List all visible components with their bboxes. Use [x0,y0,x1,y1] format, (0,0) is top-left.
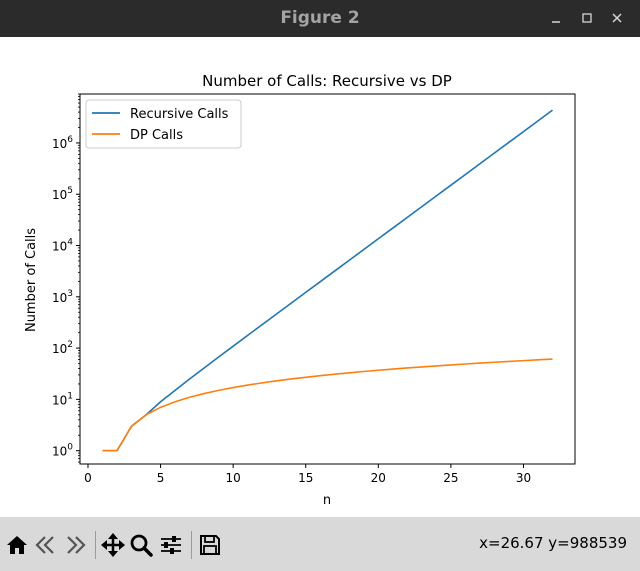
configure-subplots-icon[interactable] [158,532,184,558]
figure-canvas[interactable]: Number of Calls: Recursive vs DP 0 5 10 15 2… [0,37,640,517]
legend-box [85,99,242,149]
toolbar-separator [95,531,96,559]
x-tick-label: 5 [157,471,165,485]
axes-frame [79,93,576,465]
maximize-icon[interactable] [577,8,597,28]
y-tick-label: 103 [52,289,73,305]
save-floppy-icon[interactable] [197,532,223,558]
navigation-toolbar: x=26.67 y=988539 [0,517,640,571]
series-line-1 [102,358,553,452]
minimize-icon[interactable] [546,8,566,28]
back-arrow-icon[interactable] [33,532,59,558]
x-tick-label: 10 [226,471,241,485]
pan-move-icon[interactable] [100,532,126,558]
window-title: Figure 2 [280,8,360,28]
zoom-magnifier-icon[interactable] [128,532,154,558]
title-bar[interactable]: Figure 2 [0,0,640,37]
y-tick-label: 101 [52,391,73,407]
y-tick-label: 100 [52,443,73,459]
legend: Recursive Calls DP Calls [85,99,242,149]
x-tick-label: 30 [516,471,531,485]
legend-label: DP Calls [130,128,183,143]
chart-title: Number of Calls: Recursive vs DP [202,72,452,90]
home-icon[interactable] [4,532,30,558]
y-tick-label: 105 [52,186,73,202]
y-axis-label: Number of Calls [24,228,39,332]
y-tick-label: 104 [52,238,73,254]
x-axis-label: n [323,493,331,508]
x-tick-label: 15 [298,471,313,485]
forward-arrow-icon[interactable] [62,532,88,558]
y-tick-label: 106 [52,135,73,151]
x-tick-label: 20 [371,471,386,485]
x-tick-label: 0 [84,471,92,485]
legend-label: Recursive Calls [130,107,229,122]
series-line-0 [102,109,553,452]
cursor-coordinates: x=26.67 y=988539 [479,534,627,552]
line-chart: Number of Calls: Recursive vs DP 0 5 10 15 2… [24,72,576,508]
toolbar-separator [191,531,192,559]
close-icon[interactable] [607,8,627,28]
y-tick-label: 102 [52,340,73,356]
x-tick-label: 25 [443,471,458,485]
